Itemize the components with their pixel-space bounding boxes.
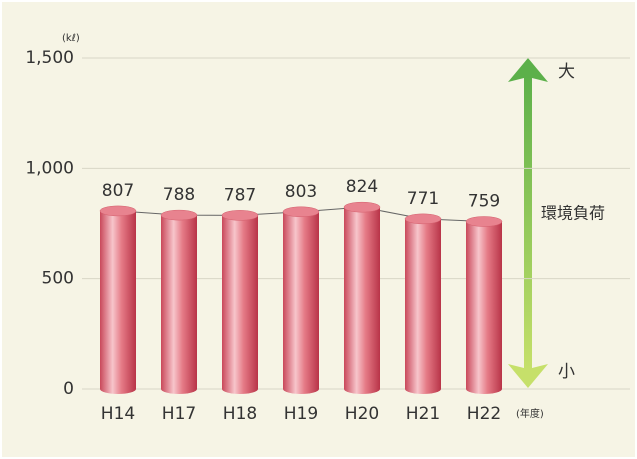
bar-top [404, 213, 442, 225]
x-tick-label: H22 [467, 404, 501, 424]
value-label: 788 [163, 185, 195, 205]
bar [465, 216, 503, 394]
bar [282, 206, 320, 394]
value-label: 759 [468, 192, 500, 212]
x-tick-label: H18 [223, 404, 257, 424]
bar-body [405, 218, 441, 394]
y-tick-label: 500 [42, 269, 74, 289]
bar-body [100, 210, 136, 394]
bar-top [282, 206, 320, 218]
bar-body [344, 207, 380, 394]
value-label: 803 [285, 182, 317, 202]
y-tick-label: 1,000 [25, 158, 74, 178]
bar-body [466, 221, 502, 394]
value-label: 787 [224, 185, 256, 205]
annotation-label: 環境負荷 [541, 204, 605, 223]
bar [221, 210, 259, 394]
bar-top [465, 216, 503, 227]
x-tick-label: H14 [101, 404, 135, 424]
value-label: 807 [102, 181, 134, 201]
y-tick-label: 1,500 [25, 48, 74, 68]
x-tick-label: H19 [284, 404, 318, 424]
bar-body [222, 215, 258, 394]
load-arrow [508, 58, 548, 388]
bar [160, 209, 198, 394]
x-unit: (年度) [516, 407, 544, 420]
y-tick-label: 0 [63, 379, 74, 399]
bar [343, 201, 381, 394]
bar-top [99, 205, 137, 217]
bar-body [283, 211, 319, 394]
value-label: 824 [346, 177, 378, 197]
x-tick-label: H21 [406, 404, 440, 424]
bar [99, 205, 137, 394]
bar [404, 213, 442, 394]
x-tick-label: H17 [162, 404, 196, 424]
x-tick-label: H20 [345, 404, 379, 424]
annotation-bottom: 小 [558, 362, 575, 382]
bar-top [160, 209, 198, 221]
bar-top [221, 210, 259, 221]
value-label: 771 [407, 189, 439, 209]
annotation-top: 大 [558, 62, 575, 82]
bar-body [161, 215, 197, 394]
y-unit: (kℓ) [62, 33, 80, 44]
bar-top [343, 201, 381, 213]
